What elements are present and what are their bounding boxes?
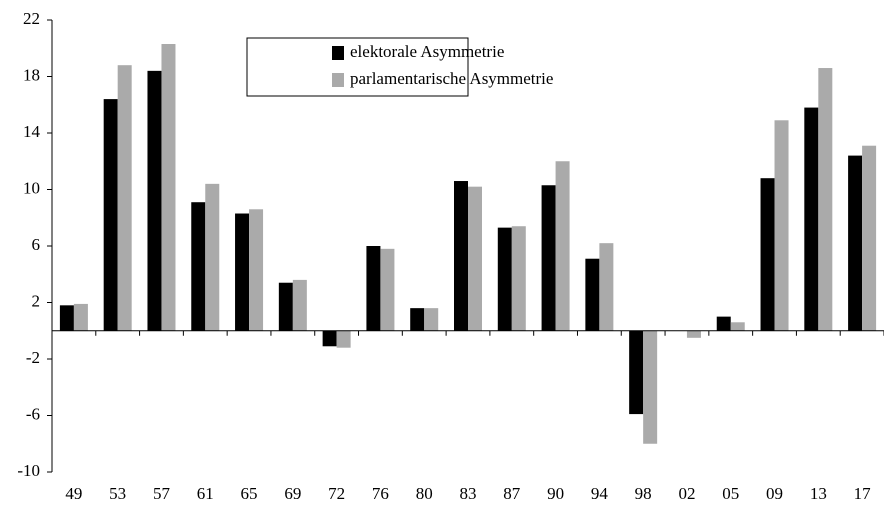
bar — [686, 330, 701, 338]
legend-box — [246, 37, 469, 97]
x-tick-label: 76 — [372, 484, 389, 503]
bar — [497, 227, 512, 331]
bar — [468, 186, 482, 331]
x-tick-label: 09 — [766, 484, 783, 503]
bar — [249, 209, 264, 331]
bar — [336, 330, 351, 348]
y-tick-label: 22 — [23, 9, 40, 28]
bar — [629, 330, 644, 415]
bar — [380, 248, 395, 331]
x-tick-label: 13 — [810, 484, 827, 503]
bar — [59, 305, 74, 331]
bar — [278, 282, 293, 331]
bar — [804, 107, 819, 331]
bar — [147, 70, 162, 331]
y-tick-label: 18 — [23, 65, 40, 84]
bar — [774, 120, 789, 331]
legend-label: elektorale Asymmetrie — [350, 42, 504, 61]
bar — [292, 279, 307, 331]
x-tick-label: 72 — [328, 484, 345, 503]
x-tick-label: 80 — [416, 484, 433, 503]
bar — [235, 213, 250, 331]
bar — [410, 308, 425, 331]
x-tick-label: 98 — [635, 484, 652, 503]
bar — [555, 161, 570, 331]
bar — [73, 303, 88, 331]
legend-swatch — [332, 73, 344, 87]
bar — [862, 145, 877, 331]
bar — [103, 99, 118, 331]
bar — [585, 258, 600, 331]
y-tick-label: 2 — [32, 291, 41, 310]
bar — [191, 202, 206, 331]
x-tick-label: 90 — [547, 484, 564, 503]
bar — [848, 155, 863, 331]
x-tick-label: 57 — [153, 484, 171, 503]
x-tick-label: 94 — [591, 484, 609, 503]
y-tick-label: 10 — [23, 178, 40, 197]
x-tick-label: 05 — [722, 484, 739, 503]
bar — [541, 185, 556, 331]
x-tick-label: 49 — [65, 484, 82, 503]
x-tick-label: 83 — [460, 484, 477, 503]
legend-label: parlamentarische Asymmetrie — [350, 69, 553, 88]
bar — [643, 330, 658, 444]
bar — [511, 226, 526, 331]
bar — [818, 68, 833, 331]
y-tick-label: 14 — [23, 122, 41, 141]
y-tick-label: 6 — [32, 235, 41, 254]
bar — [322, 330, 337, 347]
x-tick-label: 69 — [284, 484, 301, 503]
x-tick-label: 87 — [503, 484, 521, 503]
bar — [454, 181, 468, 331]
y-tick-label: -2 — [26, 348, 40, 367]
x-tick-label: 02 — [678, 484, 695, 503]
x-tick-label: 17 — [854, 484, 872, 503]
x-tick-label: 61 — [197, 484, 214, 503]
bar — [161, 44, 176, 331]
bar — [205, 183, 220, 331]
y-tick-label: -10 — [17, 461, 40, 480]
legend-swatch — [332, 46, 344, 60]
bar — [716, 316, 731, 331]
x-tick-label: 65 — [241, 484, 258, 503]
bar — [599, 243, 614, 331]
bar — [366, 246, 381, 331]
bar — [730, 322, 745, 331]
x-tick-label: 53 — [109, 484, 126, 503]
bar — [760, 178, 775, 331]
y-tick-label: -6 — [26, 404, 40, 423]
bar — [117, 65, 132, 331]
bar — [424, 308, 439, 331]
